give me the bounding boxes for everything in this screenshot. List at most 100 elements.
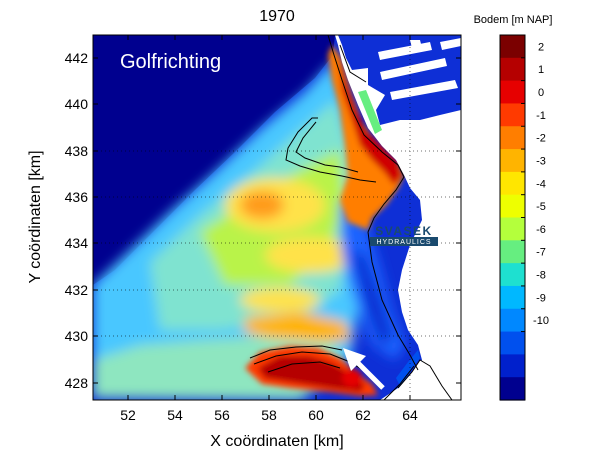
colorbar-labels: 2 1 0 -1 -2 -3 -4 -5 -6 -7 -8 -9 -10 (521, 41, 549, 333)
sand-bank-ridge (265, 237, 355, 273)
x-tick-label: 64 (402, 407, 418, 423)
southern-channel (396, 350, 420, 386)
channel-deep-core (352, 250, 392, 346)
colorbar-label: -4 (536, 178, 546, 190)
colorbar-label: -9 (536, 292, 546, 304)
harbour-line-1 (339, 44, 367, 83)
colorbar-swatch (500, 194, 525, 219)
y-tick-label: 432 (65, 282, 89, 298)
harbour-pier-4 (440, 38, 461, 50)
colorbar-title: Bodem [m NAP] (474, 14, 553, 26)
x-tick: 62 (355, 35, 371, 423)
y-tick-label: 438 (65, 143, 89, 159)
colorbar-swatch (500, 354, 525, 378)
harbour-pier-5 (410, 40, 422, 48)
colorbar-label: 1 (538, 64, 544, 76)
harbour-pier-3 (390, 80, 458, 100)
coastline-south (367, 231, 419, 371)
bar-north (240, 191, 284, 219)
colorbar-label: -10 (533, 315, 549, 327)
x-axis-label: X coördinaten [km] (210, 433, 343, 450)
axes-frame (92, 34, 462, 401)
x-tick: 52 (120, 35, 136, 423)
colorbar-swatch (500, 217, 525, 241)
colorbar-swatch (500, 35, 525, 59)
plot-title: 1970 (259, 8, 295, 25)
bathymetry-map: Golfrichting SVASEK HYDRAULICS (93, 35, 461, 400)
contour-south-3 (267, 361, 341, 373)
harbour-pier-2 (380, 58, 447, 80)
x-tick-label: 54 (167, 407, 183, 423)
colorbar-swatch (500, 240, 525, 264)
contour-north (285, 117, 377, 183)
colorbar-swatch (500, 285, 525, 310)
colorbar-label: -8 (536, 270, 546, 282)
harbour-basins (338, 35, 461, 134)
colorbar-swatch (500, 57, 525, 82)
colorbar-label: -7 (536, 247, 546, 259)
y-axis-label: Y coördinaten [km] (27, 150, 44, 283)
contour-south-1 (249, 345, 343, 359)
y-tick: 430 (65, 328, 461, 344)
colorbar-label: -1 (536, 110, 546, 122)
y-tick: 442 (65, 50, 461, 66)
y-tick-label: 442 (65, 50, 89, 66)
colorbar-swatch (500, 149, 525, 173)
x-tick-label: 60 (308, 407, 324, 423)
harbour-mole (358, 90, 382, 134)
colorbar-label: -5 (536, 201, 546, 213)
y-tick: 428 (65, 375, 461, 391)
svasek-logo: SVASEK HYDRAULICS (370, 224, 438, 246)
harbour-line-2 (397, 359, 453, 400)
colorbar-label: 0 (538, 87, 544, 99)
colorbar-label: 2 (538, 41, 544, 53)
colorbar-swatch (500, 377, 525, 401)
wave-direction-label: Golfrichting (120, 51, 221, 73)
map-grid (93, 35, 461, 400)
logo-sub-bar (370, 237, 438, 246)
x-tick: 64 (402, 35, 418, 423)
colorbar-swatch (500, 126, 525, 150)
southern-shoal-band (245, 312, 352, 342)
southern-high (258, 356, 365, 392)
colorbar-label: -2 (536, 133, 546, 145)
colorbar-swatches (500, 35, 525, 401)
y-tick-label: 430 (65, 328, 89, 344)
x-tick: 58 (261, 35, 277, 423)
y-axis: 428 430 432 434 436 438 440 442 (65, 50, 461, 391)
harbour-main (338, 35, 461, 125)
land-area-east (335, 35, 461, 400)
x-tick: 54 (167, 35, 183, 423)
coastal-high (338, 52, 402, 185)
harbour-line-3 (383, 365, 415, 400)
deep-sea-region (93, 35, 335, 285)
colorbar-swatch (500, 80, 525, 105)
wave-direction-arrow (343, 348, 385, 390)
colorbar: Bodem [m NAP] 2 1 0 -1 -2 -3 -4 -5 -6 -7 -8 -9 -10 (474, 14, 553, 401)
x-tick-label: 56 (214, 407, 230, 423)
logo-text: SVASEK (375, 224, 432, 238)
y-tick: 434 (65, 235, 461, 251)
sand-bank-south (240, 288, 320, 312)
contour-north-inner (295, 121, 359, 173)
colorbar-swatch (500, 331, 525, 355)
y-tick: 438 (65, 143, 461, 159)
colorbar-label: -3 (536, 155, 546, 167)
logo-subtext: HYDRAULICS (376, 239, 431, 246)
colorbar-label: -6 (536, 224, 546, 236)
y-tick-label: 434 (65, 235, 89, 251)
y-tick: 440 (65, 96, 461, 112)
contour-lines (249, 35, 453, 400)
x-tick: 56 (214, 35, 230, 423)
x-tick-label: 62 (355, 407, 371, 423)
y-tick: 432 (65, 282, 461, 298)
x-tick-label: 52 (120, 407, 136, 423)
colorbar-swatch (500, 263, 525, 287)
shoal-patch-south (342, 369, 362, 387)
y-tick-label: 440 (65, 96, 89, 112)
y-tick: 436 (65, 189, 461, 205)
x-tick: 60 (308, 35, 324, 423)
x-tick-label: 58 (261, 407, 277, 423)
y-tick-label: 428 (65, 375, 89, 391)
coastline-north (327, 35, 405, 233)
